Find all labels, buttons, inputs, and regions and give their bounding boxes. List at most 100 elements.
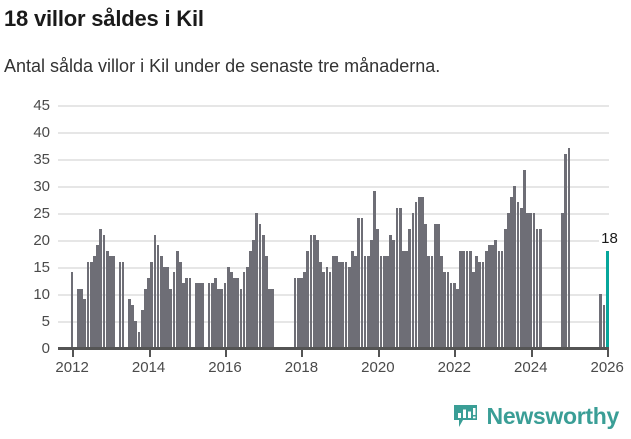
bar-chart: 0 5 10 15 20 25 30 35 40 45 2012 2014 2016 2018 2020 2… (0, 92, 631, 392)
y-axis-tick-label: 0 (41, 340, 50, 357)
gridline (58, 105, 609, 107)
bar (516, 202, 520, 348)
y-axis-tick-label: 15 (33, 259, 50, 276)
x-axis-tick (454, 350, 457, 357)
bar (401, 250, 405, 348)
bar (408, 229, 412, 348)
bar (510, 196, 513, 348)
x-axis-tick-label: 2026 (590, 359, 624, 376)
bar (207, 283, 211, 348)
bar (567, 148, 571, 348)
bar (392, 240, 396, 348)
bar (179, 261, 182, 348)
bar (300, 277, 303, 348)
bar (478, 261, 482, 348)
bar (519, 207, 523, 348)
bar (93, 256, 96, 348)
bar (121, 261, 125, 348)
bar (494, 240, 498, 348)
bar (357, 218, 361, 348)
bar (210, 283, 214, 348)
bar (529, 213, 533, 348)
x-axis-tick (607, 350, 610, 357)
bar (239, 288, 243, 348)
bar-highlighted (605, 250, 609, 348)
bar (309, 234, 313, 348)
bar (523, 169, 526, 348)
bar (268, 288, 271, 348)
bar (99, 229, 103, 348)
bar (169, 288, 173, 348)
bar (188, 277, 192, 348)
x-axis-tick (530, 350, 533, 357)
bar (166, 267, 170, 348)
bar (437, 223, 440, 348)
bar (86, 261, 90, 348)
bar (462, 250, 466, 348)
bar (465, 250, 469, 348)
bar (373, 191, 377, 348)
newsworthy-logo[interactable]: Newsworthy (452, 400, 619, 432)
bar (360, 218, 364, 348)
y-axis-tick-label: 25 (33, 205, 50, 222)
bar (319, 261, 322, 348)
bar (108, 256, 112, 348)
x-axis-tick (301, 350, 304, 357)
bar (389, 234, 392, 348)
bar (421, 196, 424, 348)
bar (229, 272, 233, 348)
bar (147, 277, 150, 348)
bar (96, 245, 99, 348)
bar (143, 288, 147, 348)
bar (175, 250, 179, 348)
bar (395, 207, 399, 348)
bar (201, 283, 205, 348)
bar (118, 261, 122, 348)
bar (83, 299, 87, 348)
bar-chart-speech-bubble-icon (452, 403, 479, 430)
bar (77, 288, 80, 348)
bar (379, 256, 383, 348)
bar (217, 288, 220, 348)
bar (185, 277, 189, 348)
bar (452, 283, 456, 348)
bar (433, 223, 437, 348)
y-axis-tick-label: 30 (33, 178, 50, 195)
bar (532, 213, 536, 348)
bar (535, 229, 539, 348)
newsworthy-logo-text: Newsworthy (486, 402, 620, 429)
bar (242, 272, 246, 348)
gridline (58, 186, 609, 188)
bar (414, 202, 418, 348)
bar (344, 261, 348, 348)
bar (507, 213, 510, 348)
page-title: 18 villor såldes i Kil (4, 6, 204, 31)
gridline (58, 132, 609, 134)
bar (271, 288, 275, 348)
bar (526, 213, 529, 348)
bar (468, 250, 472, 348)
bar (172, 272, 176, 348)
bar (449, 283, 453, 348)
bar (386, 256, 389, 348)
bar (80, 288, 84, 348)
bar (214, 277, 217, 348)
bar (153, 234, 157, 348)
bar (325, 267, 329, 348)
y-axis-tick-label: 40 (33, 124, 50, 141)
bar (456, 288, 459, 348)
bar (112, 256, 115, 348)
bar (376, 229, 380, 348)
bar (446, 272, 450, 348)
bar (89, 261, 93, 348)
y-axis-tick-label: 35 (33, 151, 50, 168)
bar (398, 207, 402, 348)
bar (306, 250, 310, 348)
bar (503, 229, 507, 348)
bar (484, 250, 488, 348)
x-axis-tick-label: 2014 (131, 359, 166, 376)
bar (128, 299, 131, 348)
bar (424, 223, 427, 348)
bar (220, 288, 224, 348)
bar (315, 240, 319, 348)
